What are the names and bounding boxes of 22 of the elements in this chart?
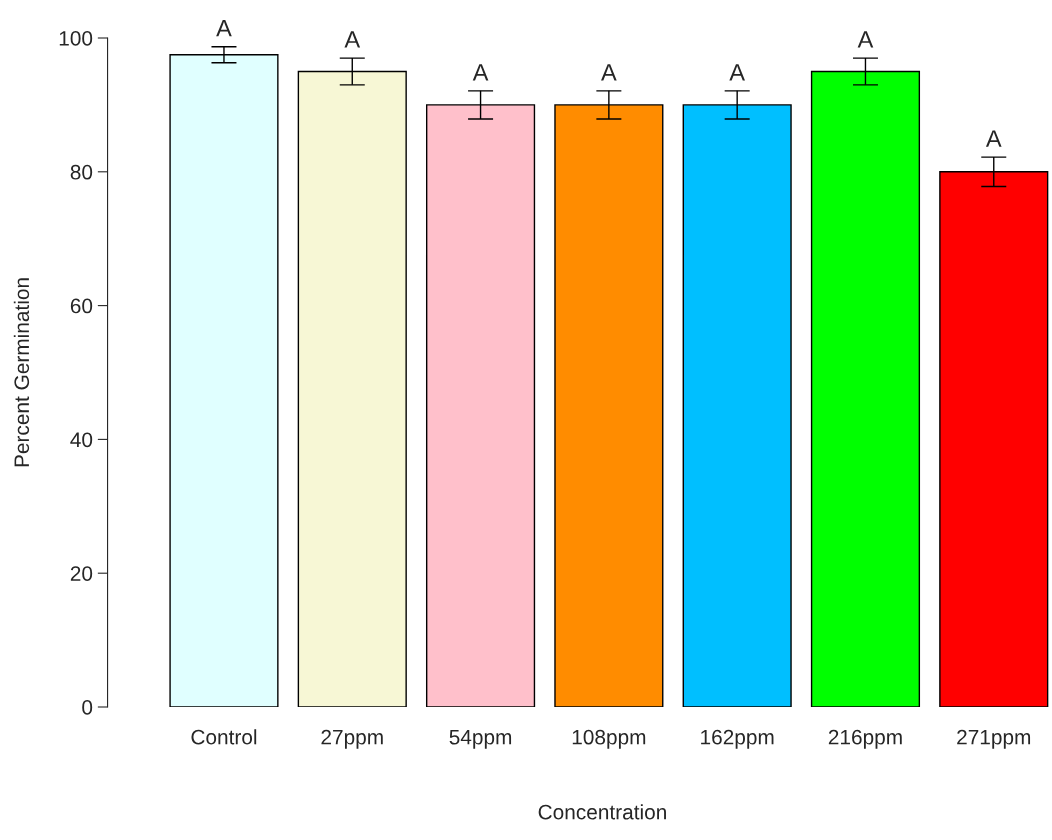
- x-tick-label: 271ppm: [957, 729, 1031, 749]
- x-tick-label: Control: [191, 729, 257, 745]
- y-tick-label: 20: [70, 566, 93, 581]
- y-axis-title: Percent Germination: [13, 278, 30, 467]
- x-tick-label: 54ppm: [449, 729, 512, 749]
- annotation: A: [729, 64, 745, 81]
- annotation: A: [601, 64, 617, 81]
- x-tick-label: 27ppm: [321, 729, 383, 749]
- annotation: A: [985, 130, 1002, 147]
- x-axis-title: Concentration: [538, 804, 666, 820]
- annotation: A: [857, 31, 874, 48]
- y-tick-label: 60: [70, 298, 93, 314]
- x-tick-label: 108ppm: [572, 729, 646, 749]
- annotation: A: [216, 20, 232, 37]
- y-tick-label: 100: [59, 31, 93, 46]
- x-tick-label: 216ppm: [828, 729, 902, 749]
- annotation: A: [472, 64, 489, 81]
- y-tick-label: 0: [82, 700, 93, 715]
- x-tick-label: 162ppm: [701, 729, 774, 749]
- y-tick-label: 40: [70, 432, 93, 448]
- y-tick-label: 80: [70, 164, 93, 180]
- annotation: A: [344, 31, 361, 48]
